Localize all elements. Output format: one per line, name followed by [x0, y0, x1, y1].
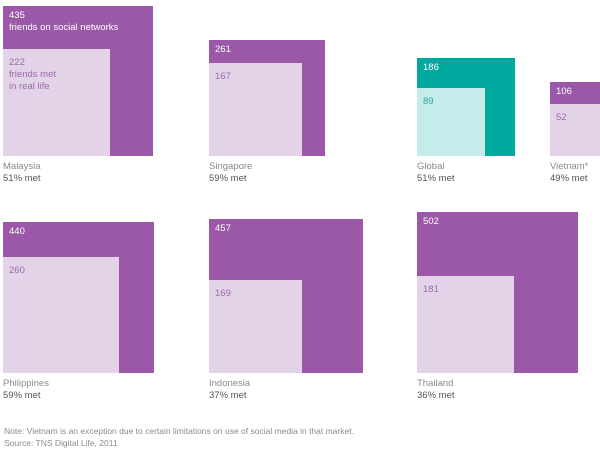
inner-value-thailand: 181 [423, 284, 439, 295]
inner-square-indonesia [209, 280, 302, 373]
inner-label-line2-malaysia: in real life [9, 81, 50, 92]
met-percent-indonesia: 37% met [209, 390, 247, 401]
met-percent-vietnam: 49% met [550, 173, 588, 184]
met-percent-singapore: 59% met [209, 173, 247, 184]
outer-value-global: 186 [423, 62, 439, 73]
inner-label-line1-malaysia: friends met [9, 69, 56, 80]
country-label-vietnam: Vietnam* [550, 161, 589, 172]
outer-value-indonesia: 457 [215, 223, 231, 234]
outer-value-vietnam: 106 [556, 86, 572, 97]
outer-value-malaysia: 435 [9, 10, 25, 21]
inner-value-singapore: 167 [215, 71, 231, 82]
country-label-philippines: Philippines [3, 378, 49, 389]
inner-value-malaysia: 222 [9, 57, 25, 68]
met-percent-philippines: 59% met [3, 390, 41, 401]
footnote-note: Note: Vietnam is an exception due to cer… [4, 426, 354, 436]
country-label-singapore: Singapore [209, 161, 253, 172]
met-percent-thailand: 36% met [417, 390, 455, 401]
inner-square-global [417, 88, 485, 156]
inner-value-global: 89 [423, 96, 434, 107]
inner-square-vietnam [550, 104, 600, 156]
country-label-indonesia: Indonesia [209, 378, 251, 389]
met-percent-global: 51% met [417, 173, 455, 184]
country-label-global: Global [417, 161, 445, 172]
inner-square-thailand [417, 276, 514, 373]
inner-square-malaysia [3, 49, 110, 156]
footnote-source: Source: TNS Digital Life, 2011 [4, 438, 118, 448]
country-label-thailand: Thailand [417, 378, 454, 389]
inner-value-philippines: 260 [9, 265, 25, 276]
outer-value-singapore: 261 [215, 44, 231, 55]
inner-square-philippines [3, 257, 119, 373]
inner-square-singapore [209, 63, 302, 156]
inner-value-indonesia: 169 [215, 288, 231, 299]
met-percent-malaysia: 51% met [3, 173, 41, 184]
outer-value-philippines: 440 [9, 226, 25, 237]
outer-value-thailand: 502 [423, 216, 439, 227]
country-label-malaysia: Malaysia [3, 161, 41, 172]
inner-value-vietnam: 52 [556, 112, 567, 123]
outer-label-malaysia: friends on social networks [9, 22, 119, 33]
